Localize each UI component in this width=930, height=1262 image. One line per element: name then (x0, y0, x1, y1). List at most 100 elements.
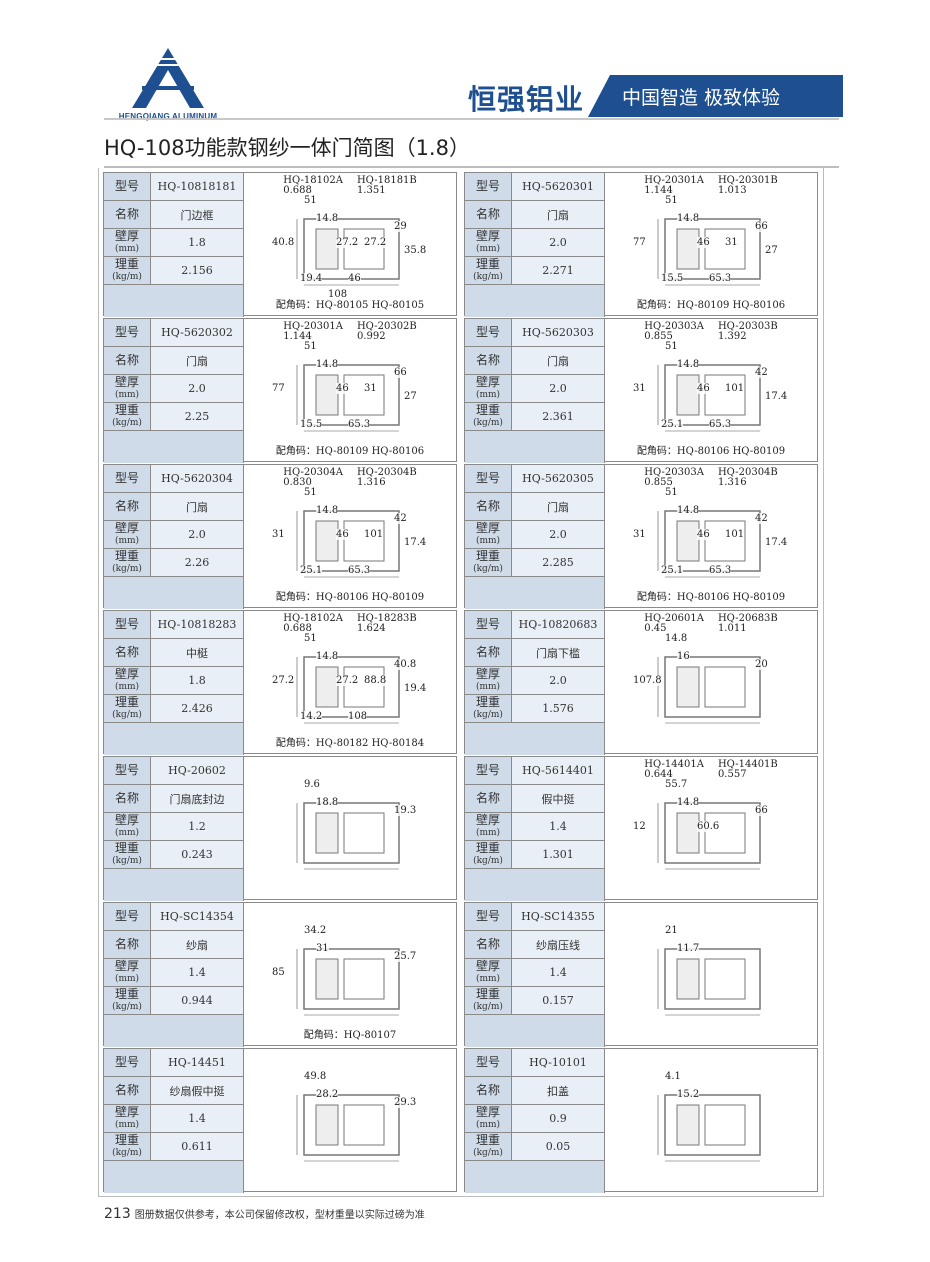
dimension-label: 17.4 (765, 391, 788, 402)
model-label: 型号 (104, 611, 151, 638)
name-value: 门边框 (151, 201, 244, 228)
weight-value: 0.944 (151, 987, 244, 1014)
product-card: 型号 HQ-14451 名称 纱扇假中挺 壁厚 (mm) 1.4 理重 (kg/m) 0.6… (103, 1048, 457, 1193)
blank-cell (104, 285, 244, 317)
dimension-label: 31 (725, 237, 738, 248)
model-value: HQ-5620305 (512, 465, 605, 492)
footer-note: 图册数据仅供参考，本公司保留修改权，型材重量以实际过磅为准 (134, 1210, 425, 1221)
profile-drawing: HQ-20304A 0.830 HQ-20304B 1.316 51 14.8 42 31 4… (244, 465, 456, 607)
dimension-label: 27.2 (272, 675, 295, 686)
dimension-label: 66 (755, 221, 768, 232)
dimension-label: 88.8 (364, 675, 387, 686)
part-weight: 1.013 (717, 185, 747, 196)
part-code: HQ-20303A (644, 321, 704, 332)
corner-connector-code: 配角码：HQ-80106 HQ-80109 (636, 446, 786, 457)
product-card: 型号 HQ-10101 名称 扣盖 壁厚 (mm) 0.9 理重 (kg/m) 0.05 4… (464, 1048, 818, 1193)
dimension-label: 77 (633, 237, 646, 248)
dimension-label: 65.3 (709, 565, 732, 576)
thickness-unit: (mm) (475, 827, 501, 838)
dimension-label: 55.7 (665, 779, 688, 790)
part-code: HQ-20304B (356, 467, 417, 478)
model-value: HQ-10820683 (512, 611, 605, 638)
footer: 213 图册数据仅供参考，本公司保留修改权，型材重量以实际过磅为准 (104, 1206, 425, 1222)
name-value: 门扇 (151, 347, 244, 374)
profile-cross-section (657, 802, 761, 870)
dimension-label: 15.2 (677, 1089, 700, 1100)
dimension-label: 107.8 (633, 675, 662, 686)
name-value: 纱扇压线 (512, 931, 605, 958)
profile-drawing: 34.2 31 25.7 85 配角码：HQ-80107 (244, 903, 456, 1045)
part-code: HQ-18283B (356, 613, 417, 624)
blank-cell (104, 431, 244, 463)
dimension-label: 46 (697, 383, 710, 394)
part-list: HQ-20303A 0.855 HQ-20303B 1.392 (605, 322, 817, 342)
dimension-label: 15.5 (661, 273, 684, 284)
product-card: 型号 HQ-20602 名称 门扇底封边 壁厚 (mm) 1.2 理重 (kg/m) 0.2… (103, 756, 457, 901)
weight-unit: (kg/m) (473, 1001, 503, 1012)
product-card: 型号 HQ-10820683 名称 门扇下槛 壁厚 (mm) 2.0 理重 (kg/m) 1… (464, 610, 818, 755)
dimension-label: 25.1 (661, 419, 684, 430)
weight-label-text: 理重 (114, 548, 139, 563)
corner-connector-code: 配角码：HQ-80105 HQ-80105 (275, 300, 425, 311)
spec-table: 型号 HQ-SC14355 名称 纱扇压线 壁厚 (mm) 1.4 理重 (kg/m) 0.… (465, 903, 605, 1047)
dimension-label: 27.2 (336, 237, 359, 248)
spec-table: 型号 HQ-5620304 名称 门扇 壁厚 (mm) 2.0 理重 (kg/m) 2.26 (104, 465, 244, 609)
dimension-label: 65.3 (709, 419, 732, 430)
dimension-label: 66 (755, 805, 768, 816)
dimension-label: 65.3 (348, 565, 371, 576)
weight-value: 2.156 (151, 257, 244, 284)
thickness-value: 2.0 (512, 229, 605, 256)
weight-unit: (kg/m) (473, 709, 503, 720)
part-weight: 0.992 (356, 331, 386, 342)
weight-label: 理重 (kg/m) (465, 549, 512, 576)
weight-value: 0.157 (512, 987, 605, 1014)
thickness-value: 2.0 (512, 521, 605, 548)
blank-cell (104, 1015, 244, 1047)
thickness-label: 壁厚 (mm) (104, 521, 151, 548)
model-value: HQ-SC14354 (151, 903, 244, 930)
thickness-value: 1.4 (512, 959, 605, 986)
part-entry: HQ-20301B 1.013 (718, 176, 778, 196)
thickness-label-text: 壁厚 (114, 1104, 139, 1119)
weight-value: 0.05 (512, 1133, 605, 1160)
thickness-value: 1.4 (151, 1105, 244, 1132)
model-label: 型号 (465, 611, 512, 638)
dimension-label: 19.3 (394, 805, 417, 816)
dimension-label: 25.1 (661, 565, 684, 576)
part-code: HQ-14401A (644, 759, 704, 770)
spec-table: 型号 HQ-5620303 名称 门扇 壁厚 (mm) 2.0 理重 (kg/m) 2.36… (465, 319, 605, 463)
dimension-label: 15.5 (300, 419, 323, 430)
dimension-label: 31 (364, 383, 377, 394)
dimension-label: 40.8 (394, 659, 417, 670)
dimension-label: 14.8 (677, 359, 700, 370)
thickness-unit: (mm) (114, 827, 140, 838)
dimension-label: 101 (725, 529, 745, 540)
part-code: HQ-20303A (644, 467, 704, 478)
profile-drawing: 49.8 28.2 29.3 (244, 1049, 456, 1191)
weight-label-text: 理重 (114, 402, 139, 417)
slogan-banner: 中国智造 极致体验 (588, 75, 843, 117)
weight-unit: (kg/m) (473, 417, 503, 428)
part-weight: 1.316 (717, 477, 747, 488)
product-card: 型号 HQ-10818283 名称 中梃 壁厚 (mm) 1.8 理重 (kg/m) 2.4… (103, 610, 457, 755)
thickness-unit: (mm) (114, 535, 140, 546)
dimension-label: 60.6 (697, 821, 720, 832)
spec-table: 型号 HQ-10818283 名称 中梃 壁厚 (mm) 1.8 理重 (kg/m) 2.4… (104, 611, 244, 755)
model-value: HQ-14451 (151, 1049, 244, 1076)
dimension-label: 108 (328, 289, 348, 300)
weight-value: 0.611 (151, 1133, 244, 1160)
blank-cell (104, 869, 244, 901)
thickness-label: 壁厚 (mm) (465, 813, 512, 840)
spec-table: 型号 HQ-5620305 名称 门扇 壁厚 (mm) 2.0 理重 (kg/m) 2.28… (465, 465, 605, 609)
dimension-label: 12 (633, 821, 646, 832)
profile-drawing: 21 11.7 (605, 903, 817, 1045)
dimension-label: 101 (725, 383, 745, 394)
part-entry: HQ-18102A 0.688 (283, 614, 343, 634)
profile-drawing: HQ-20303A 0.855 HQ-20304B 1.316 51 14.8 42 31 4… (605, 465, 817, 607)
dimension-label: 101 (364, 529, 384, 540)
thickness-value: 2.0 (512, 667, 605, 694)
thickness-value: 1.2 (151, 813, 244, 840)
model-value: HQ-20602 (151, 757, 244, 784)
weight-label-text: 理重 (475, 840, 500, 855)
name-label: 名称 (465, 639, 512, 666)
